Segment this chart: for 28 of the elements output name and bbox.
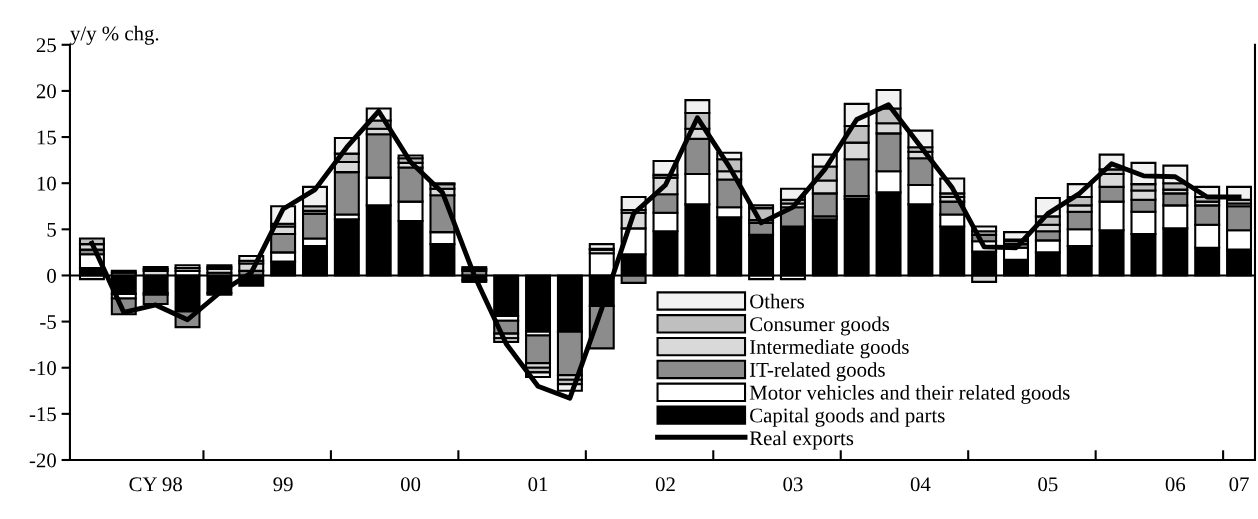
- y-tick-label: 5: [47, 222, 56, 237]
- legend-label: Capital goods and parts: [750, 407, 945, 427]
- y-tick-label: -10: [29, 361, 56, 376]
- x-tick-label: 03: [783, 477, 803, 492]
- x-tick-label: 00: [400, 477, 421, 492]
- x-tick-label: 04: [910, 477, 931, 492]
- legend-label: Others: [750, 293, 804, 309]
- y-tick-label: 10: [37, 176, 56, 191]
- y-tick-label: 20: [36, 84, 56, 99]
- y-tick-label: 0: [47, 268, 56, 283]
- y-tick-label: 15: [37, 130, 56, 145]
- y-tick-label: -15: [29, 407, 56, 422]
- x-tick-label: 06: [1165, 477, 1186, 492]
- x-tick-label: 02: [655, 477, 675, 492]
- y-tick-label: -5: [40, 315, 56, 330]
- x-tick-label: CY 98: [129, 477, 182, 492]
- y-axis-title: y/y % chg.: [70, 25, 159, 45]
- x-tick-label: 99: [273, 477, 293, 492]
- x-tick-label: 07: [1229, 477, 1249, 492]
- legend-label: Motor vehicles and their related goods: [749, 385, 1070, 404]
- y-tick-label: 25: [36, 38, 56, 53]
- legend-label: Real exports: [749, 430, 854, 450]
- legend-label: Consumer goods: [750, 316, 890, 336]
- x-tick-label: 05: [1038, 477, 1058, 492]
- y-tick-label: -20: [29, 453, 56, 468]
- legend-label: Intermediate goods: [749, 339, 909, 359]
- x-tick-label: 01: [528, 477, 548, 492]
- legend-label: IT-related goods: [749, 362, 885, 382]
